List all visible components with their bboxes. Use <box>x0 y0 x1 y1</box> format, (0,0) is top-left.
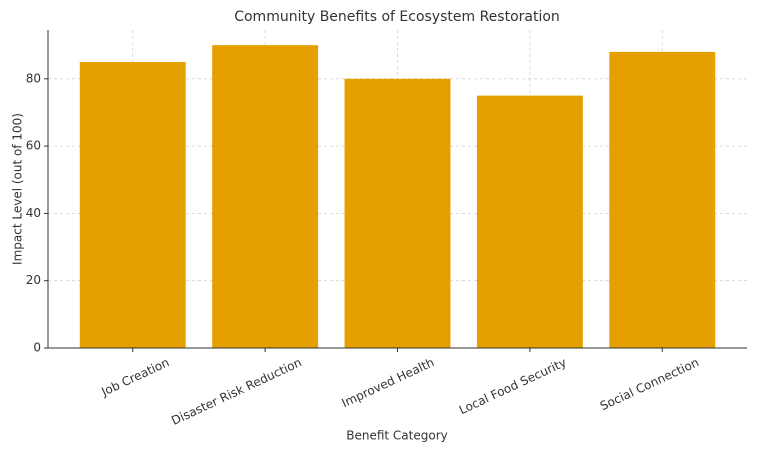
y-axis-label: Impact Level (out of 100) <box>11 113 25 265</box>
x-tick-label: Disaster Risk Reduction <box>169 355 304 428</box>
chart-title: Community Benefits of Ecosystem Restorat… <box>234 9 560 25</box>
y-tick-label: 40 <box>26 206 41 220</box>
y-tick-label: 80 <box>26 71 41 85</box>
x-tick-label: Social Connection <box>598 355 701 413</box>
bar <box>476 95 583 348</box>
bar <box>79 61 186 348</box>
x-axis-label: Benefit Category <box>346 429 448 443</box>
y-tick-label: 0 <box>33 341 41 355</box>
y-tick-label: 20 <box>26 273 41 287</box>
bar <box>609 51 716 348</box>
x-tick-label: Improved Health <box>340 355 437 410</box>
bar <box>344 78 451 349</box>
x-tick-label: Local Food Security <box>457 355 569 417</box>
bar <box>212 45 319 349</box>
y-tick-label: 60 <box>26 139 41 153</box>
x-tick-label: Job Creation <box>98 355 171 399</box>
